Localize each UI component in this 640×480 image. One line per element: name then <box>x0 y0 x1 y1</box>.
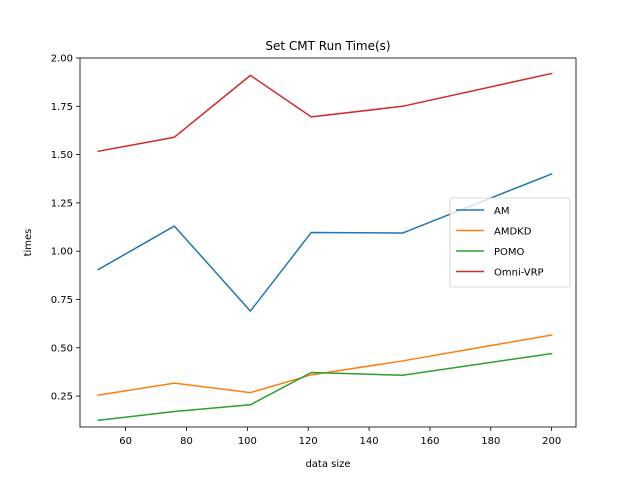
legend-entry-label: POMO <box>494 247 525 258</box>
series-lines <box>97 72 553 422</box>
y-tick-label: 0.25 <box>51 392 73 403</box>
x-tick-label: 140 <box>360 436 379 447</box>
x-tick-label: 60 <box>119 436 132 447</box>
plot-area <box>79 57 577 428</box>
x-tick-label: 200 <box>542 436 561 447</box>
legend-entry-label: Omni-VRP <box>494 268 544 279</box>
x-axis-label: data size <box>305 459 350 470</box>
y-tick-label: 1.00 <box>51 247 73 258</box>
legend-entry-label: AM <box>494 206 509 217</box>
y-axis-label: times <box>23 229 34 257</box>
y-tick-label: 1.25 <box>51 198 73 209</box>
legend-entry-label: AMDKD <box>494 227 532 238</box>
y-tick-label: 0.50 <box>51 343 73 354</box>
axes-frame <box>79 57 577 428</box>
series-line-am <box>97 172 553 312</box>
y-tick-label: 1.75 <box>51 102 73 113</box>
y-tick-label: 2.00 <box>51 54 73 65</box>
legend: AM AMDKD POMO Omni-VRP <box>449 197 571 288</box>
y-axis-ticks: 0.25 0.50 0.75 1.00 1.25 1.50 1.75 2.00 <box>51 54 80 403</box>
series-line-pomo <box>97 352 553 422</box>
chart-title: Set CMT Run Time(s) <box>265 39 390 53</box>
x-axis-ticks: 60 80 100 120 140 160 180 200 <box>119 427 561 447</box>
series-line-amdkd <box>97 334 553 396</box>
x-tick-label: 120 <box>299 436 318 447</box>
x-tick-label: 180 <box>481 436 500 447</box>
x-tick-label: 100 <box>238 436 257 447</box>
y-tick-label: 0.75 <box>51 295 73 306</box>
x-tick-label: 160 <box>420 436 439 447</box>
x-tick-label: 80 <box>180 436 193 447</box>
series-line-omni-vrp <box>97 72 553 153</box>
legend-box <box>449 197 571 288</box>
y-tick-label: 1.50 <box>51 150 73 161</box>
